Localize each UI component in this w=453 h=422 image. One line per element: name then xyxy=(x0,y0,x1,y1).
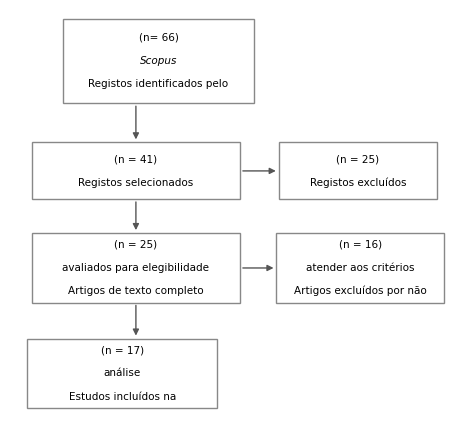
FancyBboxPatch shape xyxy=(63,19,254,103)
Text: Registos excluídos: Registos excluídos xyxy=(309,177,406,188)
Text: (n = 25): (n = 25) xyxy=(114,240,158,250)
FancyBboxPatch shape xyxy=(279,143,437,200)
Text: Registos identificados pelo: Registos identificados pelo xyxy=(88,79,229,89)
Text: (n = 41): (n = 41) xyxy=(114,154,158,164)
Text: atender aos critérios: atender aos critérios xyxy=(306,263,414,273)
Text: (n = 16): (n = 16) xyxy=(338,240,382,250)
Text: (n= 66): (n= 66) xyxy=(139,33,178,43)
Text: análise: análise xyxy=(104,368,141,379)
Text: (n = 25): (n = 25) xyxy=(336,154,380,164)
Text: (n = 17): (n = 17) xyxy=(101,345,144,355)
Text: Scopus: Scopus xyxy=(140,56,177,66)
FancyBboxPatch shape xyxy=(27,338,217,408)
FancyBboxPatch shape xyxy=(32,143,240,200)
Text: Estudos incluídos na: Estudos incluídos na xyxy=(69,392,176,402)
Text: avaliados para elegibilidade: avaliados para elegibilidade xyxy=(63,263,209,273)
FancyBboxPatch shape xyxy=(32,233,240,303)
Text: Artigos excluídos por não: Artigos excluídos por não xyxy=(294,286,427,296)
Text: Registos selecionados: Registos selecionados xyxy=(78,178,193,187)
FancyBboxPatch shape xyxy=(276,233,444,303)
Text: Artigos de texto completo: Artigos de texto completo xyxy=(68,286,204,296)
